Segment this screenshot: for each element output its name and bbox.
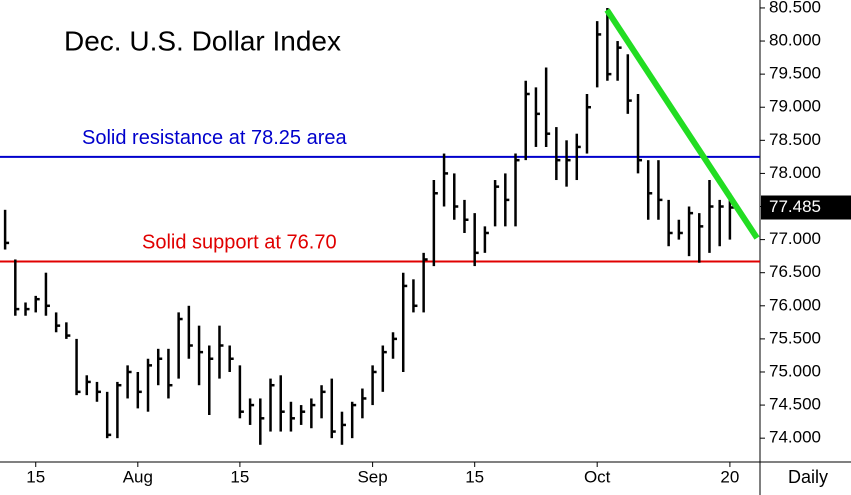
y-tick-label: 76.500 <box>769 262 821 281</box>
y-tick-label: 78.500 <box>769 130 821 149</box>
y-tick-label: 78.000 <box>769 163 821 182</box>
x-tick-label: 15 <box>26 467 45 486</box>
y-tick-label: 75.500 <box>769 328 821 347</box>
chart-title: Dec. U.S. Dollar Index <box>64 25 341 56</box>
y-tick-label: 77.000 <box>769 229 821 248</box>
y-tick-label: 80.500 <box>769 0 821 16</box>
x-tick-label: 20 <box>720 467 739 486</box>
trend-line <box>604 8 760 240</box>
x-tick-label: Sep <box>357 467 387 486</box>
x-tick-label: Aug <box>123 467 153 486</box>
last-price-box <box>761 195 851 220</box>
period-label: Daily <box>788 467 828 487</box>
x-tick-label: 15 <box>230 467 249 486</box>
x-tick-label: Oct <box>584 467 611 486</box>
y-tick-label: 79.000 <box>769 97 821 116</box>
level-label: Solid support at 76.70 <box>142 232 337 254</box>
y-tick-label: 76.000 <box>769 295 821 314</box>
y-tick-label: 79.500 <box>769 64 821 83</box>
level-label: Solid resistance at 78.25 area <box>82 127 347 149</box>
last-price-label: 77.485 <box>769 197 821 216</box>
y-tick-label: 74.500 <box>769 395 821 414</box>
y-tick-label: 80.000 <box>769 31 821 50</box>
y-tick-label: 74.000 <box>769 428 821 447</box>
x-tick-label: 15 <box>465 467 484 486</box>
y-tick-label: 75.000 <box>769 361 821 380</box>
